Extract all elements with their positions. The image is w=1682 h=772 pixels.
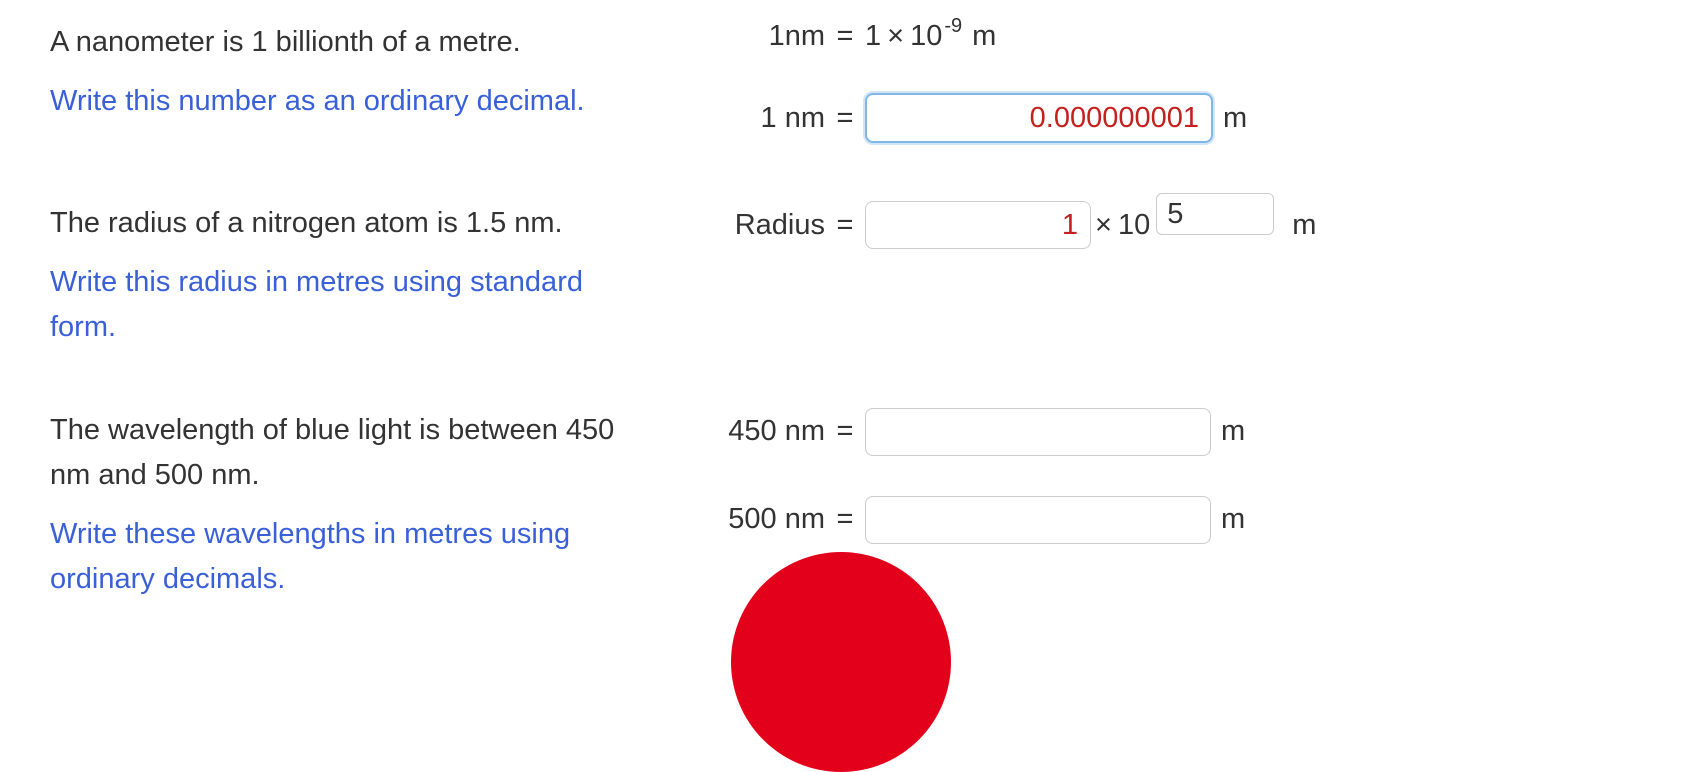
q3-answer-line-450: 450 nm = m — [655, 408, 1632, 456]
q3-answer-line-500: 500 nm = m — [655, 496, 1632, 544]
times-sign: × — [887, 20, 904, 53]
q2-work: Radius = 1 × 10 5 m — [655, 201, 1632, 249]
q2-ans-lhs: Radius — [655, 209, 825, 242]
times-ten: × 10 — [1095, 209, 1150, 242]
q3-work: 450 nm = m 500 nm = m — [655, 408, 1632, 544]
q1-instruction: Write this number as an ordinary decimal… — [50, 79, 635, 124]
q2-statement: The radius of a nitrogen atom is 1.5 nm. — [50, 201, 635, 246]
q1-answer-line: 1 nm = 0.000000001 m — [655, 93, 1632, 143]
q1-text: A nanometer is 1 billionth of a metre. W… — [50, 20, 635, 124]
unit-m: m — [1221, 503, 1245, 536]
base-ten: 10 — [910, 22, 942, 51]
q1-ans-lhs: 1 nm — [655, 102, 825, 135]
q1-def-lhs: 1nm — [655, 20, 825, 53]
q3-instruction: Write these wavelengths in metres using … — [50, 512, 635, 602]
q2-coefficient-input[interactable]: 1 — [865, 201, 1091, 249]
question-1: A nanometer is 1 billionth of a metre. W… — [50, 20, 1632, 143]
question-2: The radius of a nitrogen atom is 1.5 nm.… — [50, 201, 1632, 350]
q3-answer-input-450[interactable] — [865, 408, 1211, 456]
equals-sign: = — [825, 415, 865, 448]
q1-statement: A nanometer is 1 billionth of a metre. — [50, 20, 635, 65]
q1-def-coef: 1 — [865, 20, 881, 53]
q3-statement: The wavelength of blue light is between … — [50, 408, 635, 498]
q2-exponent-input[interactable]: 5 — [1156, 193, 1274, 235]
bottom-red-button[interactable] — [50, 612, 1632, 652]
q3-answer-input-500[interactable] — [865, 496, 1211, 544]
q2-text: The radius of a nitrogen atom is 1.5 nm.… — [50, 201, 635, 350]
equals-sign: = — [825, 20, 865, 53]
power-of-ten: 10 -9 — [910, 22, 962, 51]
q3a-lhs: 450 nm — [655, 415, 825, 448]
unit-m: m — [1221, 415, 1245, 448]
equals-sign: = — [825, 209, 865, 242]
q2-instruction: Write this radius in metres using standa… — [50, 260, 635, 350]
q1-answer-input[interactable]: 0.000000001 — [865, 93, 1213, 143]
q3b-lhs: 500 nm — [655, 503, 825, 536]
exponent: -9 — [944, 16, 962, 36]
unit-m: m — [972, 20, 996, 53]
standard-form-input: 1 × 10 5 — [865, 201, 1274, 249]
equals-sign: = — [825, 503, 865, 536]
q2-answer-line: Radius = 1 × 10 5 m — [655, 201, 1632, 249]
q1-work: 1nm = 1 × 10 -9 m 1 nm = 0.000000001 m — [655, 20, 1632, 143]
equals-sign: = — [825, 102, 865, 135]
unit-m: m — [1223, 102, 1247, 135]
q1-definition: 1nm = 1 × 10 -9 m — [655, 20, 1632, 53]
q3-text: The wavelength of blue light is between … — [50, 408, 635, 602]
unit-m: m — [1292, 209, 1316, 242]
